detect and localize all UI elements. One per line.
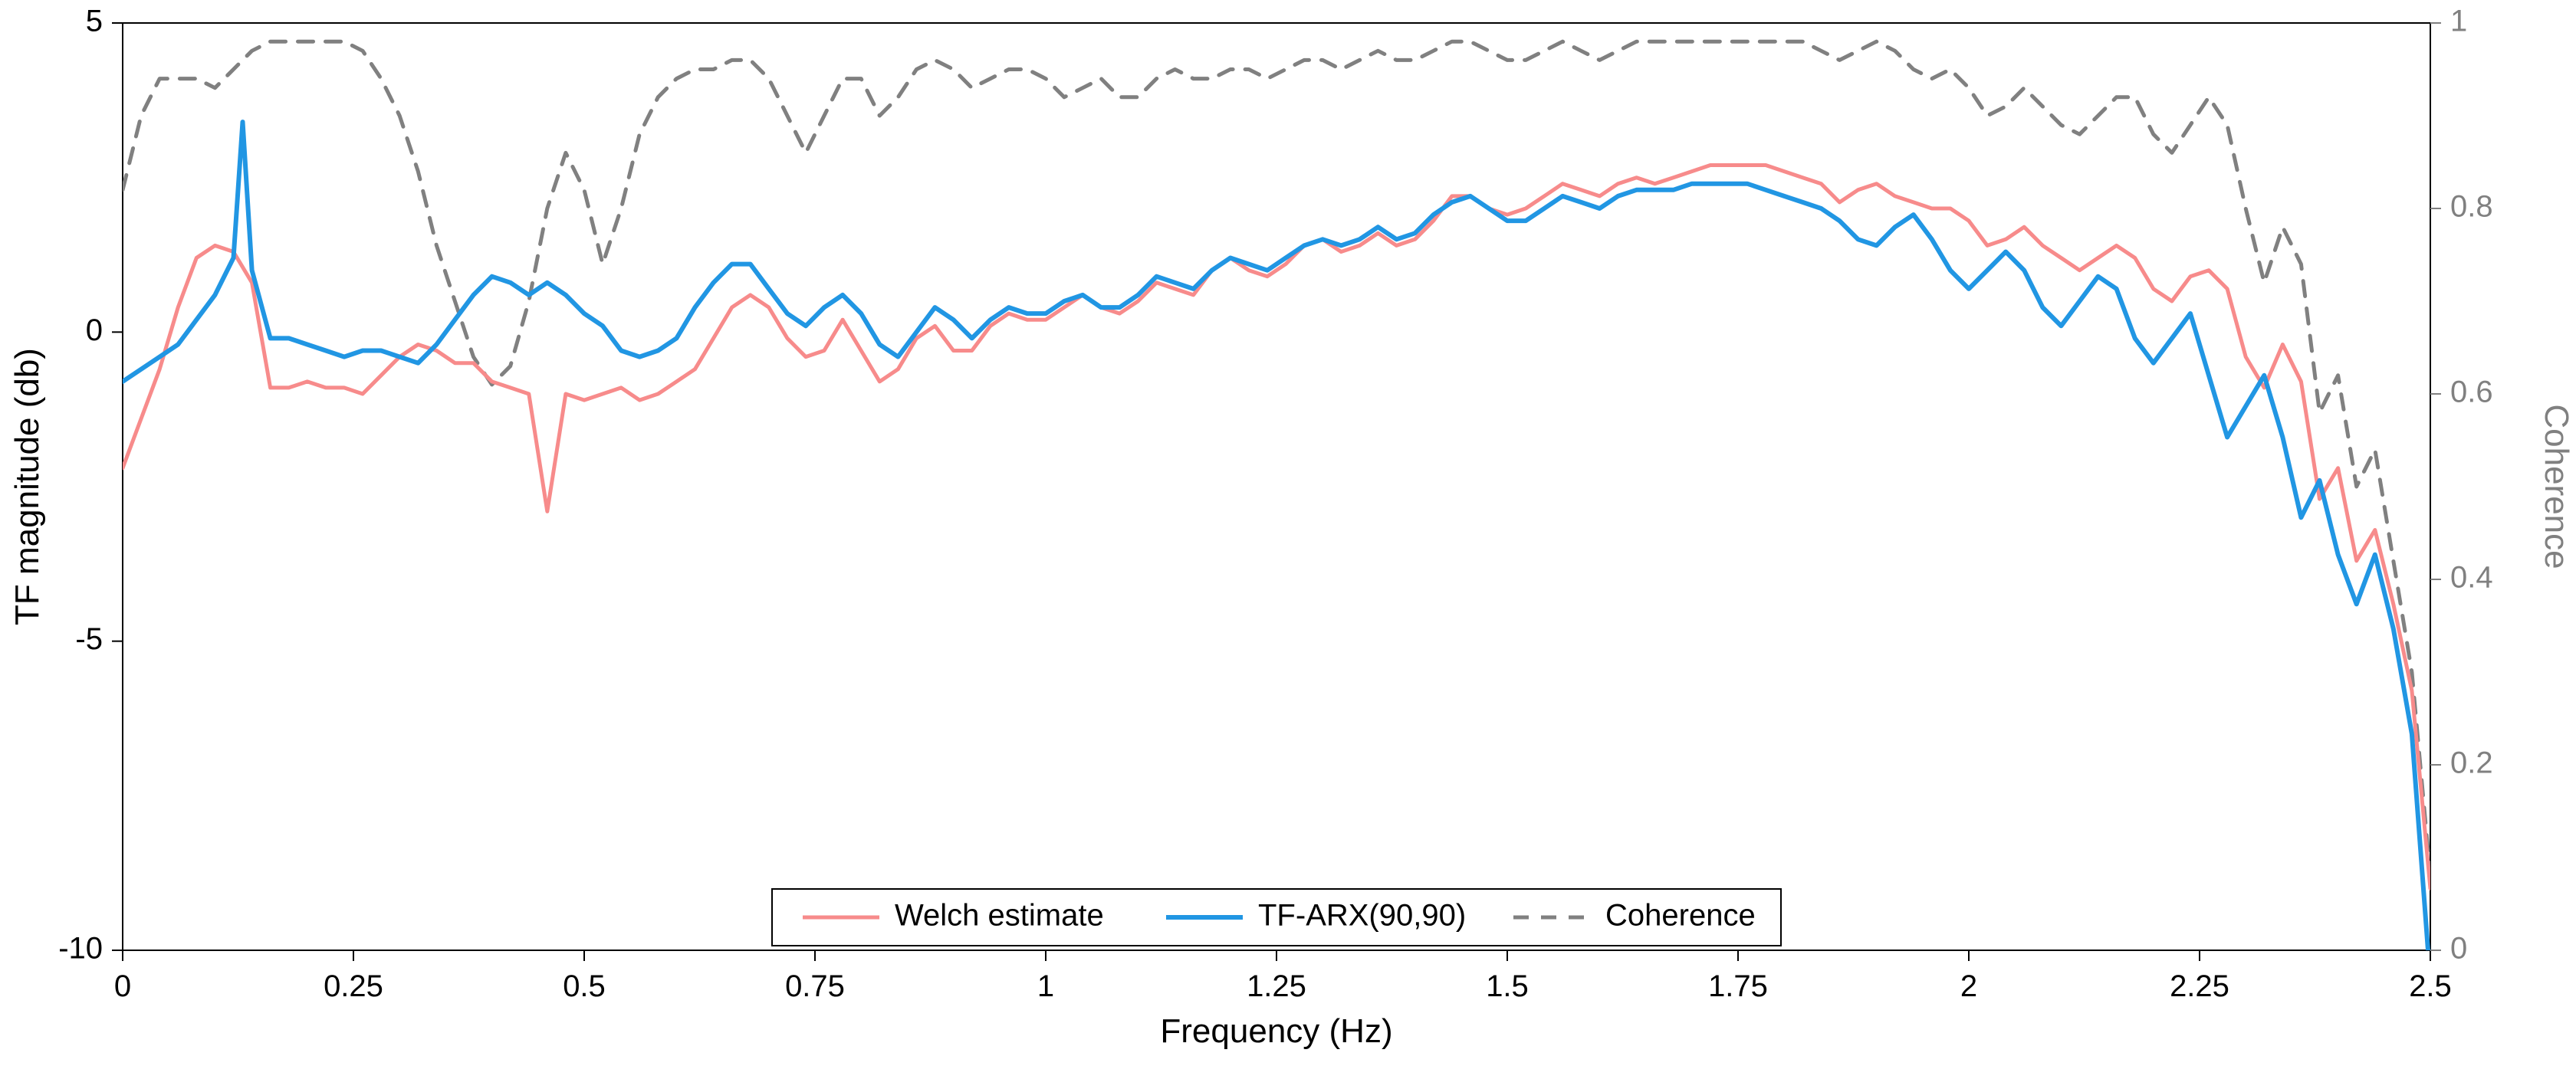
y-left-axis-label: TF magnitude (db) <box>8 348 46 625</box>
svg-text:2: 2 <box>1960 969 1977 1003</box>
svg-text:0.4: 0.4 <box>2450 561 2493 595</box>
svg-text:1.75: 1.75 <box>1708 969 1768 1003</box>
svg-text:0: 0 <box>2450 932 2467 966</box>
svg-text:1.25: 1.25 <box>1247 969 1306 1003</box>
svg-text:0.25: 0.25 <box>324 969 383 1003</box>
svg-text:0: 0 <box>86 313 103 347</box>
svg-text:2.5: 2.5 <box>2409 969 2452 1003</box>
svg-text:1: 1 <box>1037 969 1054 1003</box>
svg-text:0.8: 0.8 <box>2450 190 2493 224</box>
chart-svg: 00.250.50.7511.251.51.7522.252.5Frequenc… <box>0 0 2576 1066</box>
legend: Welch estimate TF-ARX(90,90) Coherence <box>772 889 1781 946</box>
svg-text:0.5: 0.5 <box>563 969 606 1003</box>
svg-text:0.2: 0.2 <box>2450 746 2493 780</box>
svg-text:0: 0 <box>114 969 131 1003</box>
svg-text:-5: -5 <box>75 622 103 656</box>
svg-text:0.75: 0.75 <box>785 969 845 1003</box>
svg-text:-10: -10 <box>58 932 103 966</box>
x-axis-label: Frequency (Hz) <box>1160 1012 1392 1050</box>
tf-magnitude-chart: 00.250.50.7511.251.51.7522.252.5Frequenc… <box>0 0 2576 1066</box>
legend-label: TF-ARX(90,90) <box>1258 899 1466 933</box>
svg-text:1: 1 <box>2450 5 2467 38</box>
svg-text:2.25: 2.25 <box>2170 969 2229 1003</box>
legend-label: Welch estimate <box>895 899 1104 933</box>
legend-label: Coherence <box>1605 899 1756 933</box>
svg-text:5: 5 <box>86 5 103 38</box>
svg-text:0.6: 0.6 <box>2450 376 2493 409</box>
y-right-axis-label: Coherence <box>2538 404 2575 569</box>
svg-text:1.5: 1.5 <box>1486 969 1529 1003</box>
